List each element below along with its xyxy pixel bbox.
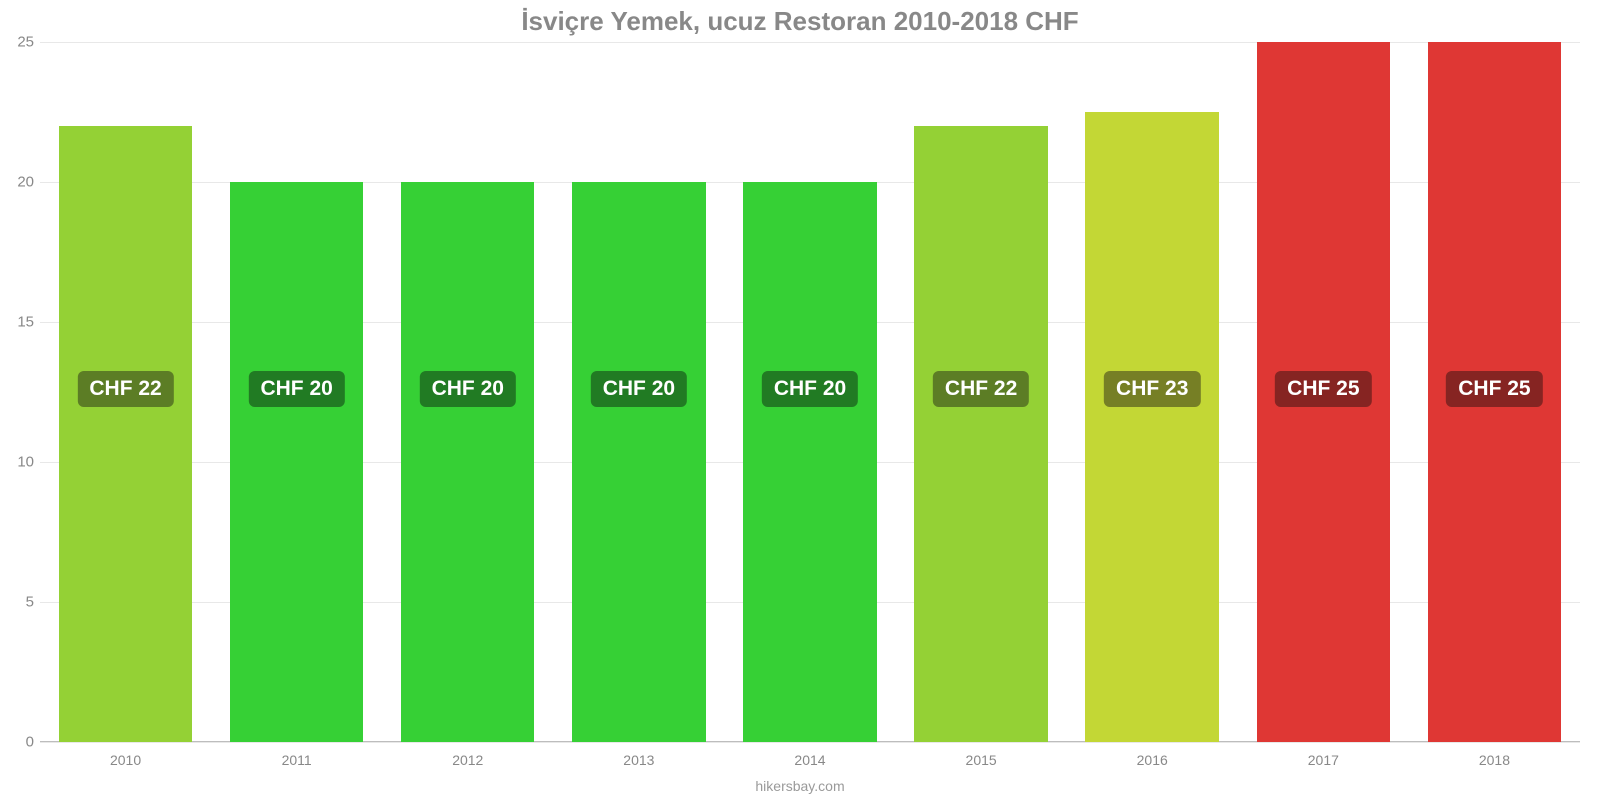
bar [1085,112,1218,742]
bar-value-label: CHF 22 [933,371,1029,407]
x-tick-label: 2011 [282,752,312,768]
bar-value-label: CHF 25 [1446,371,1542,407]
x-tick-label: 2017 [1308,752,1339,768]
y-tick-label: 20 [4,174,34,191]
y-tick-label: 25 [4,34,34,51]
bar-value-label: CHF 23 [1104,371,1200,407]
gridline [40,742,1580,743]
bar-value-label: CHF 25 [1275,371,1371,407]
y-tick-label: 0 [4,734,34,751]
bar [230,182,363,742]
bar-value-label: CHF 20 [420,371,516,407]
y-tick-label: 5 [4,594,34,611]
bar [59,126,192,742]
bar [572,182,705,742]
y-tick-label: 10 [4,454,34,471]
chart-attribution: hikersbay.com [0,778,1600,794]
bar-value-label: CHF 20 [248,371,344,407]
bar [401,182,534,742]
chart-plot-area: 05101520252010CHF 222011CHF 202012CHF 20… [40,42,1580,742]
x-tick-label: 2013 [623,752,654,768]
bar-value-label: CHF 20 [762,371,858,407]
chart-title: İsviçre Yemek, ucuz Restoran 2010-2018 C… [0,6,1600,37]
bar [743,182,876,742]
x-tick-label: 2012 [452,752,483,768]
bar-value-label: CHF 22 [77,371,173,407]
bar-value-label: CHF 20 [591,371,687,407]
bar [914,126,1047,742]
y-tick-label: 15 [4,314,34,331]
x-tick-label: 2015 [966,752,997,768]
x-tick-label: 2014 [794,752,825,768]
x-tick-label: 2010 [110,752,141,768]
x-tick-label: 2018 [1479,752,1510,768]
x-tick-label: 2016 [1137,752,1168,768]
